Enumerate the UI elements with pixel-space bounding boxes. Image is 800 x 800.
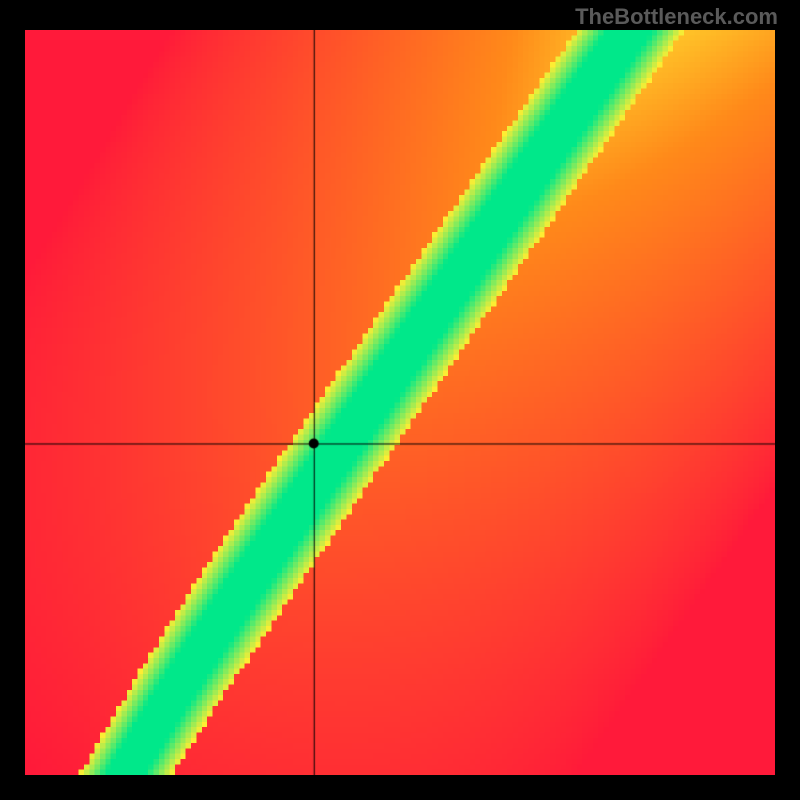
chart-container: TheBottleneck.com <box>0 0 800 800</box>
watermark-text: TheBottleneck.com <box>575 4 778 30</box>
bottleneck-heatmap <box>25 30 775 775</box>
